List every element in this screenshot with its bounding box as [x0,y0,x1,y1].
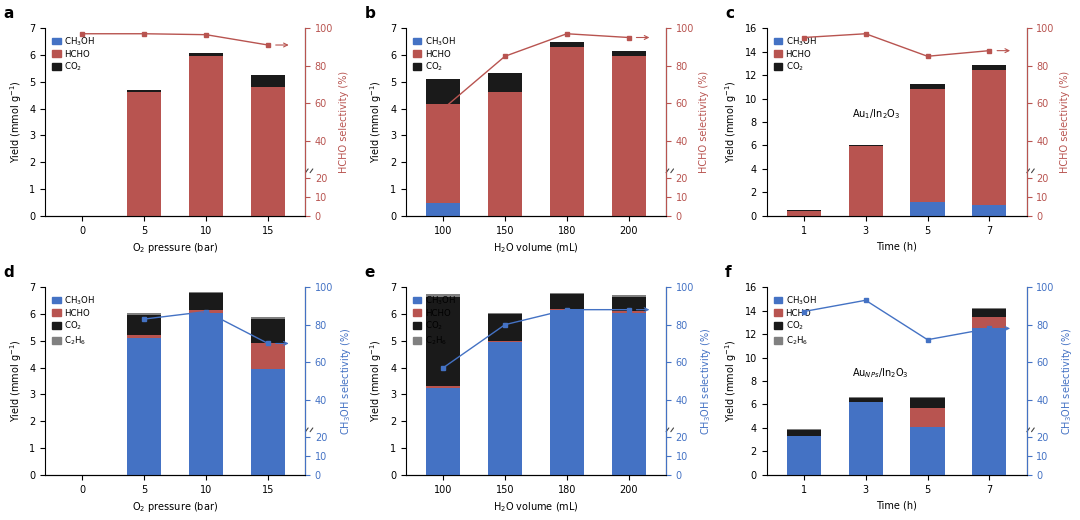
Y-axis label: Yield (mmol g$^{-1}$): Yield (mmol g$^{-1}$) [724,340,739,422]
Bar [910,398,945,408]
Y-axis label: CH$_3$OH selectivity (%): CH$_3$OH selectivity (%) [339,327,353,435]
Legend: CH$_3$OH, HCHO, CO$_2$, C$_2$H$_6$: CH$_3$OH, HCHO, CO$_2$, C$_2$H$_6$ [410,291,459,349]
Bar [426,104,460,203]
Y-axis label: HCHO selectivity (%): HCHO selectivity (%) [339,71,349,173]
Y-axis label: CH$_3$OH selectivity (%): CH$_3$OH selectivity (%) [700,327,714,435]
Text: c: c [725,6,734,21]
Bar [189,56,224,216]
Bar [550,308,584,310]
Text: d: d [3,265,14,280]
Bar [426,294,460,296]
Y-axis label: Yield (mmol g$^{-1}$): Yield (mmol g$^{-1}$) [368,81,384,163]
Text: e: e [364,265,375,280]
Bar [611,295,646,296]
X-axis label: Time (h): Time (h) [876,500,917,510]
Bar [251,87,285,216]
Bar [550,294,584,308]
Bar [972,308,1007,309]
Bar [972,70,1007,205]
X-axis label: Time (h): Time (h) [876,241,917,251]
Bar [910,408,945,427]
Bar [849,146,882,216]
Y-axis label: Yield (mmol g$^{-1}$): Yield (mmol g$^{-1}$) [368,340,384,422]
Bar [611,51,646,56]
Bar [611,311,646,313]
Text: Au$_{NPs}$/In$_2$O$_3$: Au$_{NPs}$/In$_2$O$_3$ [852,366,909,380]
Bar [849,401,882,402]
Bar [189,310,224,313]
Bar [426,296,460,386]
Bar [189,293,224,310]
Bar [488,73,522,93]
Bar [910,89,945,202]
Bar [611,56,646,216]
Bar [550,293,584,294]
Legend: CH$_3$OH, HCHO, CO$_2$: CH$_3$OH, HCHO, CO$_2$ [50,32,98,76]
Bar [251,344,285,369]
Bar [972,317,1007,328]
Bar [488,314,522,341]
Bar [426,388,460,475]
Bar [189,53,224,56]
Bar [611,296,646,311]
Bar [550,310,584,475]
Bar [910,397,945,398]
Legend: CH$_3$OH, HCHO, CO$_2$: CH$_3$OH, HCHO, CO$_2$ [771,32,820,76]
Bar [550,47,584,216]
Bar [910,84,945,89]
Bar [127,338,161,475]
Bar [189,292,224,293]
Bar [127,90,161,93]
Bar [127,93,161,216]
Bar [127,314,161,315]
Bar [611,313,646,475]
Bar [849,402,882,475]
Bar [786,430,821,436]
Bar [849,398,882,401]
Bar [849,397,882,398]
Text: b: b [364,6,375,21]
Bar [488,313,522,314]
Y-axis label: HCHO selectivity (%): HCHO selectivity (%) [700,71,710,173]
Bar [488,341,522,342]
Bar [426,386,460,388]
Bar [972,205,1007,216]
X-axis label: H$_2$O volume (mL): H$_2$O volume (mL) [492,500,579,514]
Bar [127,335,161,338]
Y-axis label: CH$_3$OH selectivity (%): CH$_3$OH selectivity (%) [1061,327,1075,435]
Bar [488,342,522,475]
Y-axis label: HCHO selectivity (%): HCHO selectivity (%) [1061,71,1070,173]
Bar [251,317,285,319]
X-axis label: O$_2$ pressure (bar): O$_2$ pressure (bar) [132,500,218,514]
Bar [849,145,882,146]
Bar [972,328,1007,475]
Bar [550,42,584,47]
Bar [910,427,945,475]
Bar [786,436,821,475]
Y-axis label: Yield (mmol g$^{-1}$): Yield (mmol g$^{-1}$) [724,81,739,163]
Bar [426,203,460,216]
Bar [189,313,224,475]
Y-axis label: Yield (mmol g$^{-1}$): Yield (mmol g$^{-1}$) [8,340,24,422]
Bar [972,309,1007,317]
Legend: CH$_3$OH, HCHO, CO$_2$, C$_2$H$_6$: CH$_3$OH, HCHO, CO$_2$, C$_2$H$_6$ [771,291,820,349]
Bar [426,79,460,104]
Legend: CH$_3$OH, HCHO, CO$_2$: CH$_3$OH, HCHO, CO$_2$ [410,32,459,76]
Bar [127,315,161,335]
Text: a: a [3,6,14,21]
Bar [251,75,285,87]
X-axis label: H$_2$O volume (mL): H$_2$O volume (mL) [492,241,579,255]
Text: f: f [725,265,731,280]
X-axis label: O$_2$ pressure (bar): O$_2$ pressure (bar) [132,241,218,255]
Y-axis label: Yield (mmol g$^{-1}$): Yield (mmol g$^{-1}$) [8,81,24,163]
Bar [972,66,1007,70]
Bar [488,93,522,216]
Bar [786,429,821,430]
Text: Au$_1$/In$_2$O$_3$: Au$_1$/In$_2$O$_3$ [852,107,901,121]
Bar [786,211,821,216]
Legend: CH$_3$OH, HCHO, CO$_2$, C$_2$H$_6$: CH$_3$OH, HCHO, CO$_2$, C$_2$H$_6$ [50,291,98,349]
Bar [251,369,285,475]
Bar [251,319,285,344]
Bar [910,202,945,216]
